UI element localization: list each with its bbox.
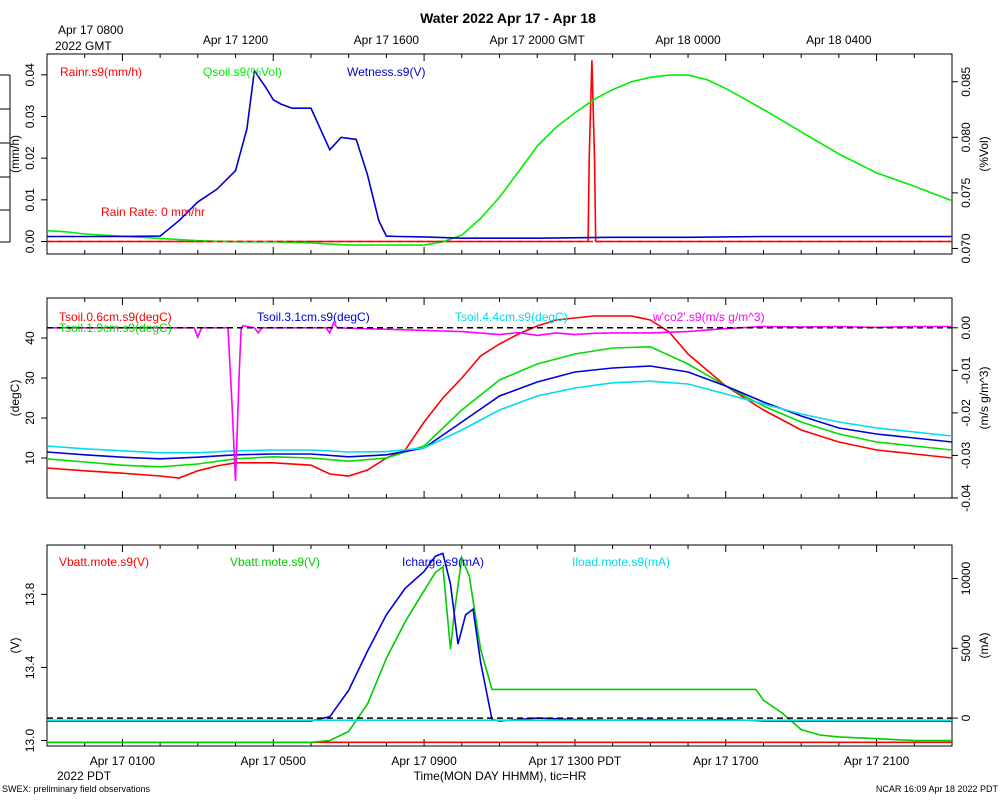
series-line-w-co2-s9-m-s-g-m-3- — [47, 321, 952, 482]
left-y-tick-label: 20 — [23, 411, 37, 425]
left-y-tick-label: 30 — [23, 371, 37, 385]
left-y-axis-label: (mm/h) — [8, 135, 22, 173]
left-y-tick-label: 0.02 — [23, 146, 37, 170]
panel-frame — [46, 53, 953, 255]
left-y-tick-label: 13.4 — [23, 655, 37, 679]
series-line-icharge-s9-ma- — [47, 552, 952, 722]
left-y-axis-label: (degC) — [8, 380, 22, 417]
right-y-axis-label: (m/s g/m^3) — [977, 367, 991, 430]
left-y-tick-label: 0.04 — [23, 63, 37, 87]
left-y-tick-label: 13.0 — [23, 729, 37, 753]
legend-label: Tsoil.1.9cm.s9(degC) — [59, 321, 172, 335]
legend-label: Iload.mote.s9(mA) — [572, 555, 670, 569]
panel-frame — [46, 544, 953, 747]
right-y-tick-label: -0.03 — [959, 441, 973, 469]
bottom-axis-tick-label: Apr 17 1700 — [693, 754, 759, 768]
footer-left-note: SWEX: preliminary field observations — [2, 784, 151, 794]
right-y-axis-label: (mA) — [977, 633, 991, 659]
left-y-tick-label: 40 — [23, 331, 37, 345]
legend-label: Tsoil.0.6cm.s9(degC) — [59, 310, 172, 324]
top-axis-tick-label: Apr 18 0000 — [655, 33, 721, 47]
right-y-tick-label: 0 — [959, 714, 973, 721]
panel-water — [41, 53, 958, 255]
right-y-tick-label: 0.080 — [959, 122, 973, 152]
right-y-tick-label: 0.070 — [959, 233, 973, 263]
left-y-axis-label: (V) — [8, 638, 22, 654]
rain-rate-annotation: Rain Rate: 0 mm/hr — [101, 205, 205, 219]
panel-power — [41, 544, 958, 747]
left-y-tick-label: 10 — [23, 451, 37, 465]
series-line-tsoil-1-9cm-s9-degc- — [47, 345, 952, 468]
top-axis-tick-label: Apr 17 1600 — [354, 33, 420, 47]
legend-label: Vbatt.mote.s9(V) — [59, 555, 149, 569]
top-axis-tick-label: Apr 17 2000 GMT — [490, 33, 586, 47]
left-y-tick-label: 0.01 — [23, 188, 37, 212]
right-y-tick-label: 10000 — [959, 561, 973, 595]
series-line-tsoil-3-1cm-s9-degc- — [47, 365, 952, 460]
bottom-axis-tick-label: Apr 17 0500 — [241, 754, 307, 768]
legend-label: Wetness.s9(V) — [347, 65, 425, 79]
legend-label: Tsoil.4.4cm.s9(degC) — [455, 310, 568, 324]
legend-label: Icharge.s9(mA) — [402, 555, 484, 569]
bottom-axis-tick-label: Apr 17 0900 — [391, 754, 457, 768]
legend-label: w'co2'.s9(m/s g/m^3) — [652, 310, 765, 324]
right-y-tick-label: -0.04 — [959, 484, 973, 512]
series-line-vbatt-mote-s9-v- — [47, 554, 952, 744]
bottom-axis-tick-label: Apr 17 1300 PDT — [529, 754, 622, 768]
bottom-axis-title: Time(MON DAY HHMM), tic=HR — [414, 769, 587, 783]
right-y-axis-label: (%Vol) — [977, 136, 991, 171]
bottom-axis-tick-label: Apr 17 2100 — [844, 754, 910, 768]
left-y-tick-label: 0.03 — [23, 104, 37, 128]
footer-right-note: NCAR 16:09 Apr 18 2022 PDT — [876, 784, 999, 794]
legend-label: Qsoil.s9(%Vol) — [203, 65, 282, 79]
left-y-tick-label: 13.8 — [23, 582, 37, 606]
right-y-tick-label: 5000 — [959, 635, 973, 662]
series-line-tsoil-0-6cm-s9-degc- — [47, 315, 952, 479]
top-axis-tick-label: Apr 17 1200 — [203, 33, 269, 47]
left-y-tick-label: 0.00 — [23, 229, 37, 253]
bottom-axis-tick-label: Apr 17 0100 — [90, 754, 156, 768]
right-y-tick-label: -0.01 — [959, 356, 973, 384]
chart-title: Water 2022 Apr 17 - Apr 18 — [420, 10, 596, 26]
right-y-tick-label: -0.02 — [959, 399, 973, 427]
series-line-qsoil-s9-vol- — [47, 74, 952, 246]
series-line-tsoil-4-4cm-s9-degc- — [47, 380, 952, 454]
right-y-tick-label: 0.075 — [959, 178, 973, 208]
bottom-axis-year: 2022 PDT — [57, 769, 112, 783]
legend-label: Rainr.s9(mm/h) — [60, 65, 142, 79]
panel-soil_temperature — [41, 297, 958, 499]
top-axis-origin-line1: Apr 17 0800 — [58, 23, 124, 37]
top-axis-origin-line2: 2022 GMT — [55, 39, 112, 53]
series-line-wetness-s9-v- — [47, 68, 952, 239]
top-axis-tick-label: Apr 18 0400 — [806, 33, 872, 47]
right-y-tick-label: 0.00 — [959, 316, 973, 340]
legend-label: Tsoil.3.1cm.s9(degC) — [257, 310, 370, 324]
legend-label: Vbatt.mote.s9(V) — [230, 555, 320, 569]
right-y-tick-label: 0.085 — [959, 66, 973, 96]
